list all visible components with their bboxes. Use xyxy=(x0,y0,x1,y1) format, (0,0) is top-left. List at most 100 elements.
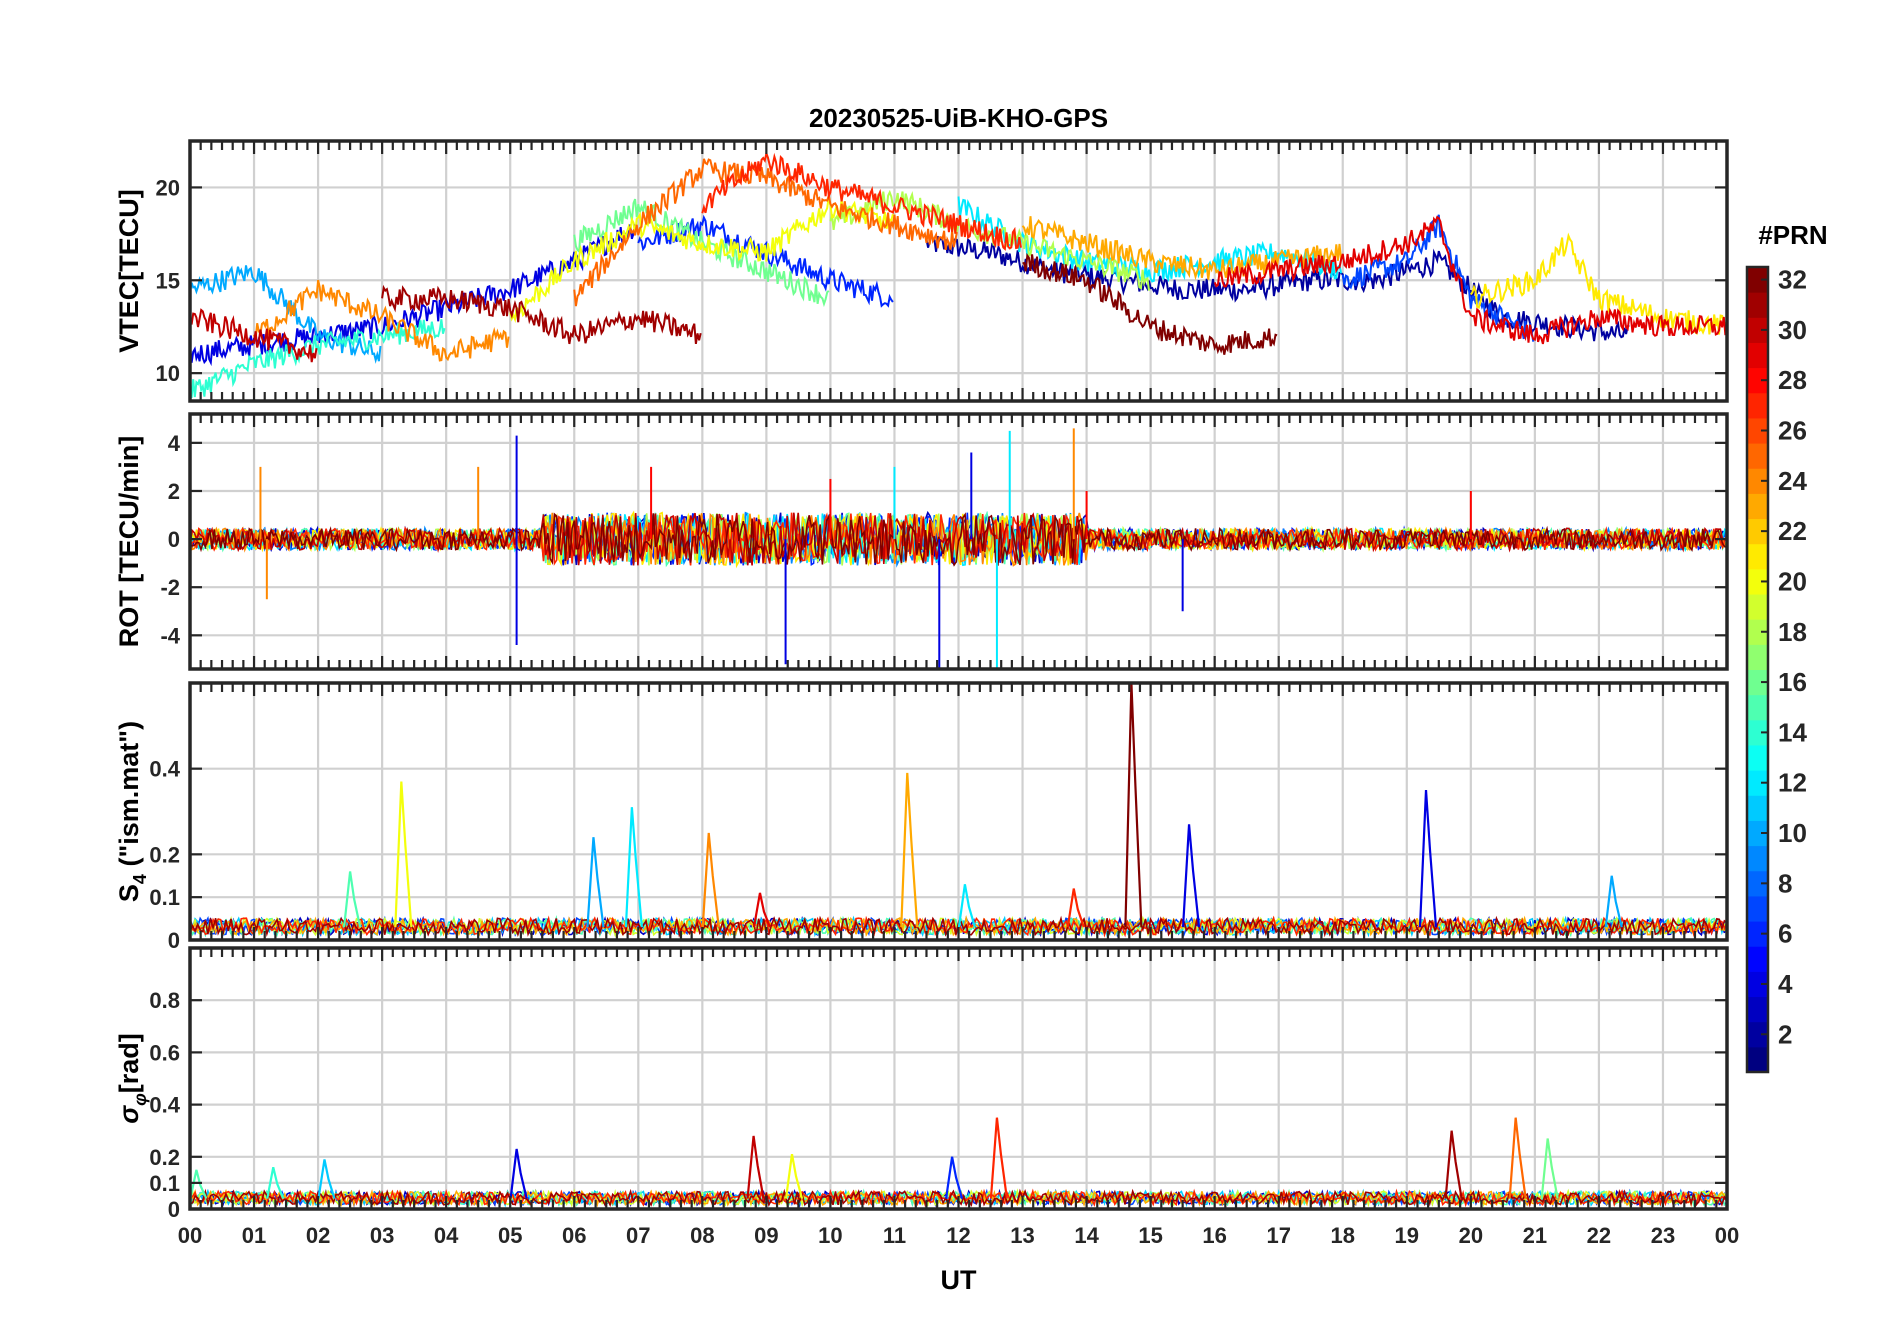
xtick-label: 09 xyxy=(754,1223,778,1248)
vtec-line-prn-16 xyxy=(573,198,830,308)
sigma_phi-spike-prn-14 xyxy=(266,1166,285,1199)
s4-spike-prn-12 xyxy=(624,807,643,928)
s4-spike-prn-4 xyxy=(1181,824,1201,928)
panel-sigma_phi: 00.10.2 0.4 0.6 0.8 σφ[rad] xyxy=(114,946,1729,1222)
ytick-label-vtec: 15 xyxy=(156,268,180,293)
ylabel-subscript: 4 xyxy=(130,874,150,884)
s4-spike-prn-32 xyxy=(1124,683,1143,928)
sigma_phi-spike-prn-4 xyxy=(509,1148,528,1199)
xtick-label: 19 xyxy=(1395,1223,1419,1248)
s4-spike-prn-15 xyxy=(343,871,362,928)
colorbar-segment xyxy=(1747,644,1768,670)
colorbar-segment xyxy=(1747,468,1768,494)
sigma_phi-spike-prn-25 xyxy=(1508,1117,1527,1199)
xtick-label: 00 xyxy=(178,1223,202,1248)
colorbar-tick-label: 6 xyxy=(1778,919,1792,949)
xtick-label: 17 xyxy=(1266,1223,1290,1248)
xtick-label: 05 xyxy=(498,1223,522,1248)
ytick-label-s4: 0.2 xyxy=(149,842,180,867)
colorbar-tick-label: 10 xyxy=(1778,818,1807,848)
ytick-label-rot: 4 xyxy=(168,431,181,456)
grid-vtec xyxy=(188,141,1729,401)
panel-s4: 0 0.1 0.2 0.4S4 ("ism.mat") xyxy=(114,681,1729,953)
colorbar-segment xyxy=(1747,417,1768,444)
vtec-line-prn-32 xyxy=(1022,252,1278,355)
vtec-line-prn-24 xyxy=(253,279,510,362)
s4-spike-prn-29 xyxy=(752,892,771,928)
xtick-label: 14 xyxy=(1074,1223,1099,1248)
ytick-label-sigma_phi: 0.2 xyxy=(149,1145,180,1170)
colorbar-segment xyxy=(1747,568,1768,595)
colorbar-segment xyxy=(1747,946,1768,972)
colorbar-segment xyxy=(1747,770,1768,796)
colorbar-segment xyxy=(1747,996,1768,1023)
xtick-label: 12 xyxy=(946,1223,970,1248)
colorbar-tick-label: 14 xyxy=(1778,717,1807,747)
colorbar-segment xyxy=(1747,669,1768,696)
sigma_phi-spike-prn-16 xyxy=(1540,1138,1559,1199)
colorbar-segment xyxy=(1747,317,1768,343)
sigma_phi-spike-prn-20 xyxy=(784,1153,804,1199)
xtick-label: 07 xyxy=(626,1223,650,1248)
sigma_phi-spike-prn-15 xyxy=(190,1169,208,1200)
ylabel-subscript: φ xyxy=(130,1093,150,1106)
vtec-line-prn-29 xyxy=(1213,215,1727,345)
colorbar-segment xyxy=(1747,267,1768,293)
colorbar-segment xyxy=(1747,1021,1768,1048)
xtick-label: 18 xyxy=(1331,1223,1355,1248)
ytick-label-vtec: 10 xyxy=(156,361,180,386)
colorbar-segment xyxy=(1747,870,1768,897)
ytick-label-sigma_phi: 0.1 xyxy=(149,1171,180,1196)
colorbar-segment xyxy=(1747,594,1768,620)
grid-s4 xyxy=(188,683,1729,942)
x-axis-label: UT xyxy=(941,1265,977,1295)
vtec-line-prn-18 xyxy=(829,189,1150,291)
xtick-label: 00 xyxy=(1715,1223,1739,1248)
series-rot xyxy=(190,428,1727,669)
ylabel-vtec: VTEC[TECU] xyxy=(114,189,144,353)
colorbar-tick-label: 2 xyxy=(1778,1019,1792,1049)
colorbar-tick-label: 16 xyxy=(1778,667,1807,697)
ytick-label-sigma_phi: 0.4 xyxy=(149,1093,180,1118)
vtec-line-prn-25 xyxy=(573,158,958,307)
sigma_phi-spike-prn-6 xyxy=(945,1156,964,1199)
grid-sigma_phi xyxy=(188,948,1729,1211)
panel-vtec: 10 15 20 VTEC[TECU] xyxy=(114,139,1729,403)
xtick-label: 02 xyxy=(306,1223,330,1248)
sigma_phi-spike-prn-31 xyxy=(1444,1130,1463,1199)
xtick-label: 03 xyxy=(370,1223,394,1248)
ytick-label-rot: -4 xyxy=(160,623,180,648)
sigma_phi-spike-prn-27 xyxy=(989,1117,1009,1199)
series-vtec xyxy=(190,149,1727,399)
colorbar-title: #PRN xyxy=(1758,220,1827,250)
colorbar-segment xyxy=(1747,619,1768,645)
colorbar-segment xyxy=(1747,518,1768,545)
colorbar-tick-label: 28 xyxy=(1778,365,1807,395)
sigma_phi-spike-prn-30 xyxy=(746,1135,765,1199)
xtick-label: 13 xyxy=(1010,1223,1034,1248)
vtec-line-prn-14 xyxy=(190,319,446,399)
xtick-label: 16 xyxy=(1202,1223,1226,1248)
colorbar-segment xyxy=(1747,1046,1768,1073)
colorbar-tick-label: 24 xyxy=(1778,466,1807,496)
ylabel-rest: ("ism.mat") xyxy=(114,721,144,874)
colorbar-segment xyxy=(1747,895,1768,922)
xtick-label: 01 xyxy=(242,1223,266,1248)
s4-spike-prn-27 xyxy=(1066,888,1085,928)
ticks-sigma_phi: 00.10.2 0.4 0.6 0.8 xyxy=(149,948,1729,1222)
vtec-line-prn-27 xyxy=(701,149,1022,251)
ytick-label-rot: 0 xyxy=(168,527,180,552)
ytick-label-vtec: 20 xyxy=(156,175,180,200)
ylabel-rest: [rad] xyxy=(114,1033,144,1093)
xtick-label: 11 xyxy=(883,1223,906,1248)
vtec-line-prn-23 xyxy=(1021,216,1343,281)
s4-spike-prn-12 xyxy=(957,884,976,928)
colorbar-segment xyxy=(1747,971,1768,998)
colorbar-segment xyxy=(1747,719,1768,746)
xtick-label: 21 xyxy=(1523,1223,1547,1248)
xtick-label: 15 xyxy=(1138,1223,1162,1248)
xtick-label: 10 xyxy=(818,1223,842,1248)
